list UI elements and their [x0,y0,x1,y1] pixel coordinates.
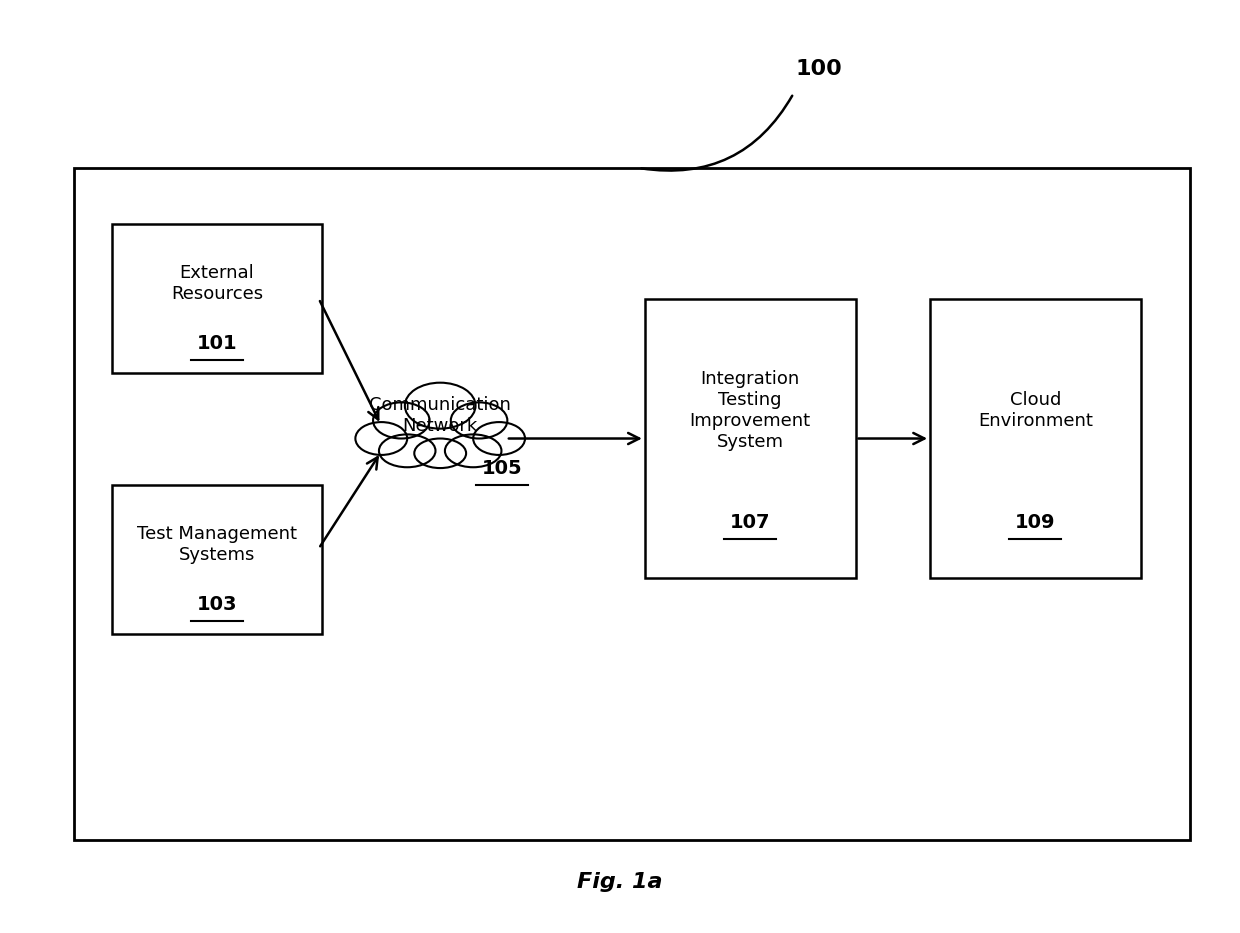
FancyBboxPatch shape [930,299,1141,578]
Ellipse shape [404,383,475,428]
Ellipse shape [379,435,435,467]
Text: External
Resources: External Resources [171,264,263,303]
Text: 100: 100 [795,60,842,79]
Text: Fig. 1a: Fig. 1a [578,871,662,892]
Text: 105: 105 [482,459,522,478]
Text: 107: 107 [730,513,770,532]
Text: 103: 103 [197,595,237,614]
FancyBboxPatch shape [112,485,322,634]
Ellipse shape [474,422,525,455]
FancyBboxPatch shape [112,224,322,373]
Ellipse shape [445,435,501,467]
Text: Integration
Testing
Improvement
System: Integration Testing Improvement System [689,370,811,451]
FancyBboxPatch shape [645,299,856,578]
Text: Cloud
Environment: Cloud Environment [978,391,1092,430]
Text: Communication
Network: Communication Network [370,396,511,435]
Ellipse shape [356,422,407,455]
Ellipse shape [451,402,507,439]
Text: 101: 101 [197,334,237,353]
Text: Test Management
Systems: Test Management Systems [136,525,298,564]
Text: 109: 109 [1016,513,1055,532]
FancyBboxPatch shape [74,168,1190,840]
Ellipse shape [414,439,466,468]
Ellipse shape [373,402,429,439]
